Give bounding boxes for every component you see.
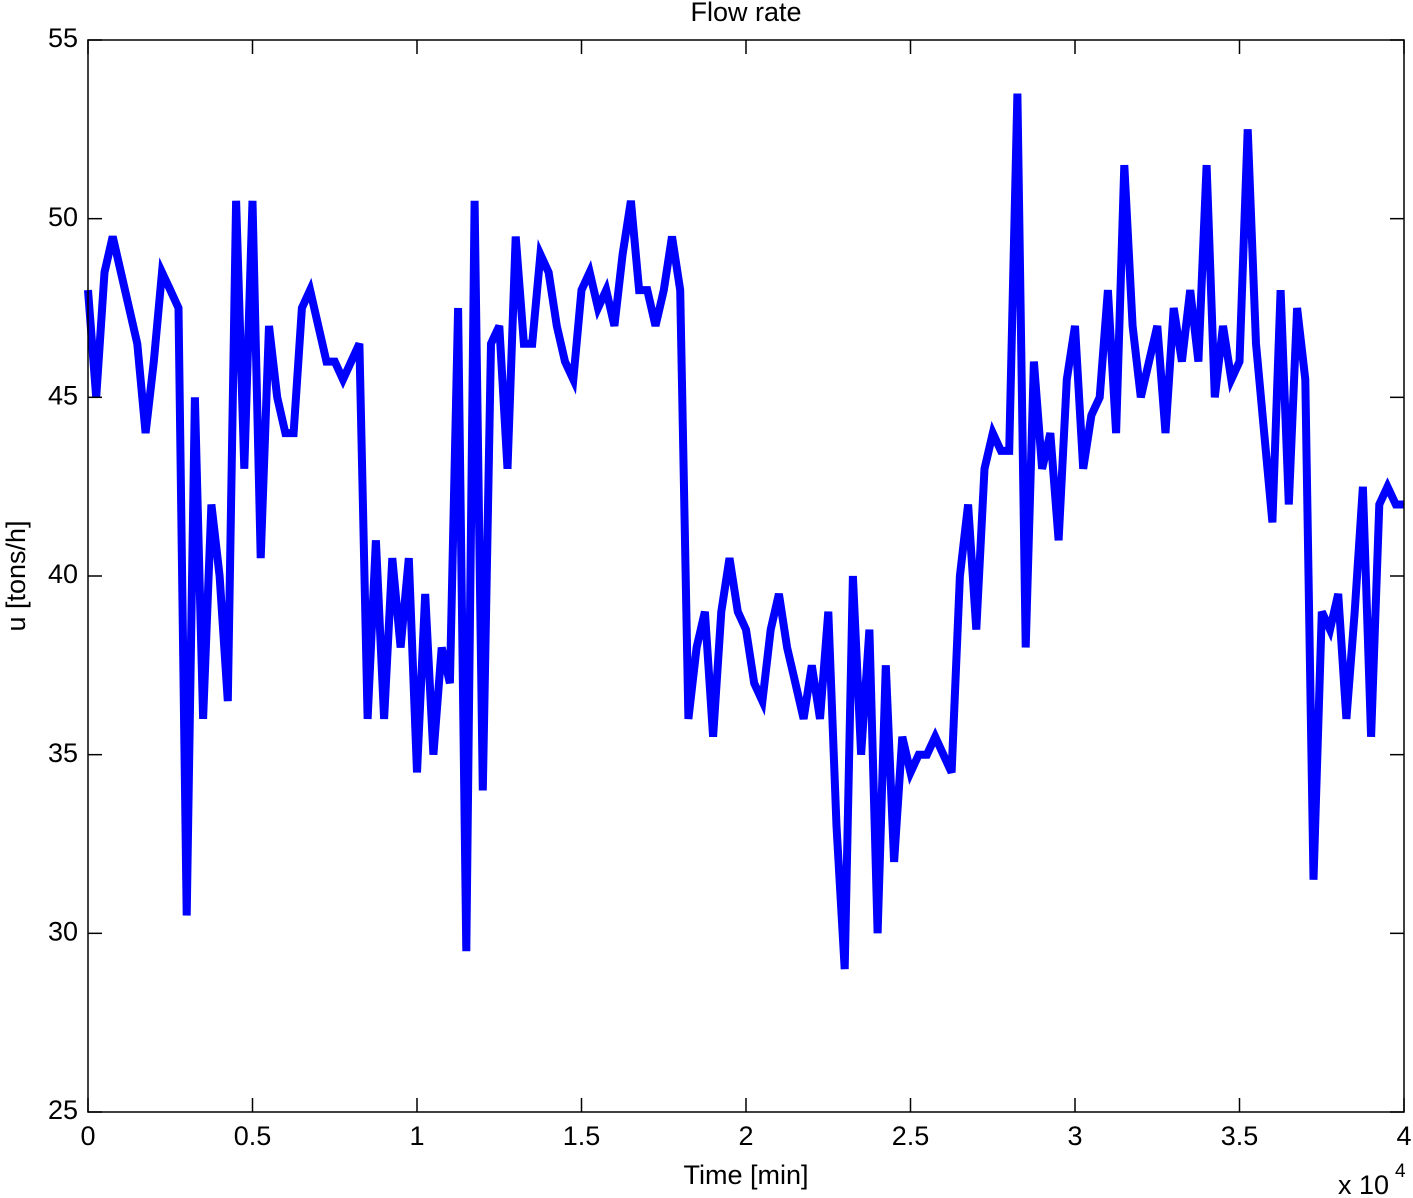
x-tick-label: 1.5 bbox=[563, 1121, 601, 1151]
y-axis-label: u [tons/h] bbox=[1, 520, 31, 631]
y-tick-label: 45 bbox=[48, 380, 78, 410]
x-tick-label: 2 bbox=[738, 1121, 753, 1151]
y-tick-label: 25 bbox=[48, 1095, 78, 1125]
y-tick-label: 50 bbox=[48, 202, 78, 232]
x-tick-label: 3 bbox=[1067, 1121, 1082, 1151]
x-tick-label: 2.5 bbox=[892, 1121, 930, 1151]
data-line bbox=[84, 93, 1404, 970]
x-axis-label: Time [min] bbox=[683, 1160, 808, 1190]
x-multiplier: x 10 bbox=[1338, 1170, 1389, 1198]
y-tick-label: 30 bbox=[48, 916, 78, 946]
x-tick-label: 4 bbox=[1396, 1121, 1411, 1151]
y-tick-label: 55 bbox=[48, 23, 78, 53]
x-tick-label: 1 bbox=[409, 1121, 424, 1151]
x-multiplier-exponent: 4 bbox=[1395, 1161, 1406, 1182]
y-tick-label: 40 bbox=[48, 559, 78, 589]
x-tick-label: 0 bbox=[80, 1121, 95, 1151]
chart-title: Flow rate bbox=[690, 0, 801, 27]
y-tick-label: 35 bbox=[48, 738, 78, 768]
x-tick-label: 3.5 bbox=[1221, 1121, 1259, 1151]
x-tick-label: 0.5 bbox=[234, 1121, 272, 1151]
